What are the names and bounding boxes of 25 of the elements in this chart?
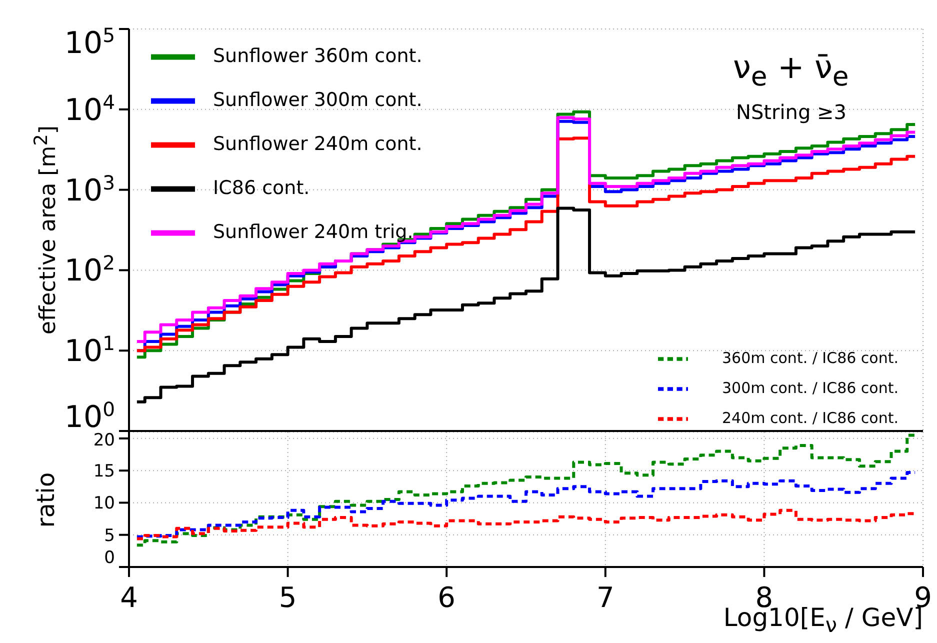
legend-label: Sunflower 240m cont.	[213, 133, 422, 156]
annotation: NString ≥3	[736, 100, 846, 124]
y-tick-label: 20	[93, 430, 115, 451]
y-tick-label: 10$^{2}$	[64, 251, 115, 289]
y-tick-label: 0	[104, 548, 115, 568]
x-tick-label: 7	[596, 581, 614, 614]
x-tick-label: 6	[438, 581, 456, 614]
x-tick-label: 5	[278, 581, 297, 614]
legend-label: IC86 cont.	[213, 177, 310, 200]
y-tick-label: 10$^{5}$	[64, 24, 115, 61]
y-tick-label: 5	[104, 526, 115, 546]
y-axis-title: ratio	[32, 472, 60, 528]
legend-label: 300m cont. / IC86 cont.	[722, 379, 899, 398]
legend-label: Sunflower 240m trig.	[213, 221, 414, 244]
x-tick-label: 4	[120, 581, 138, 614]
y-tick-label: 10$^{1}$	[64, 332, 115, 370]
y-tick-label: 10	[93, 494, 115, 514]
legend-label: Sunflower 360m cont.	[213, 45, 422, 68]
annotation: ν$_{e}$ + ν̄$_{e}$	[733, 48, 849, 92]
legend-label: Sunflower 300m cont.	[213, 89, 422, 112]
y-tick-label: 10$^{3}$	[64, 170, 115, 208]
y-tick-label: 10$^{4}$	[64, 90, 115, 128]
y-tick-label: 15	[93, 462, 115, 482]
legend-label: 240m cont. / IC86 cont.	[722, 409, 899, 428]
legend-label: 360m cont. / IC86 cont.	[722, 349, 899, 368]
